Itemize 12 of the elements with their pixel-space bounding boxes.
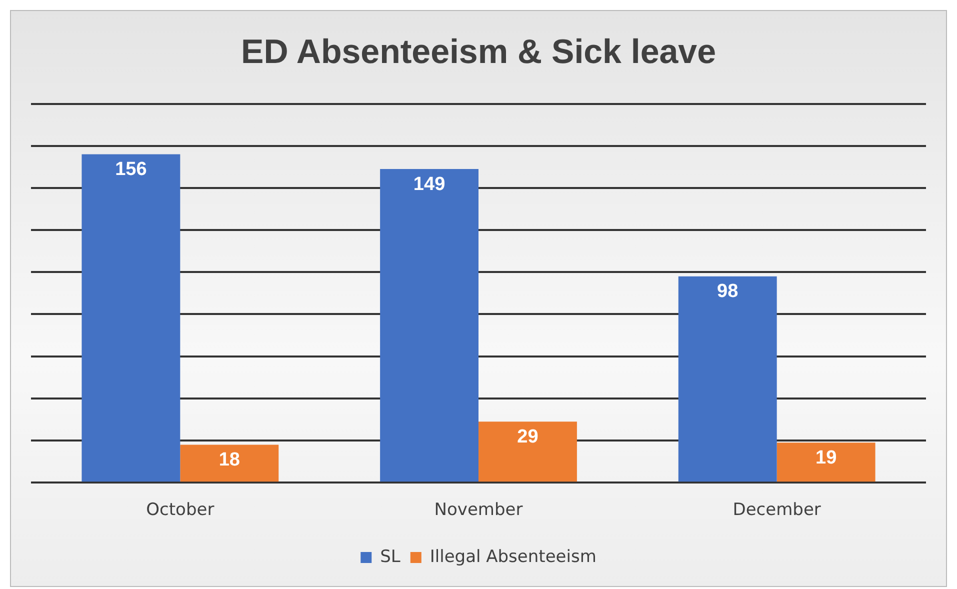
data-label: 98 <box>717 281 738 302</box>
x-tick-label: November <box>434 500 523 520</box>
x-tick-label: December <box>732 500 821 520</box>
x-tick-label: October <box>146 500 214 520</box>
data-label: 156 <box>115 159 147 180</box>
legend-label: SL <box>380 546 401 567</box>
data-label: 19 <box>815 447 837 468</box>
data-label: 149 <box>413 174 446 195</box>
legend-label: Illegal Absenteeism <box>430 546 596 567</box>
data-label: 29 <box>517 426 538 448</box>
chart-title: ED Absenteeism & Sick leave <box>241 32 716 71</box>
data-label: 18 <box>218 449 240 470</box>
